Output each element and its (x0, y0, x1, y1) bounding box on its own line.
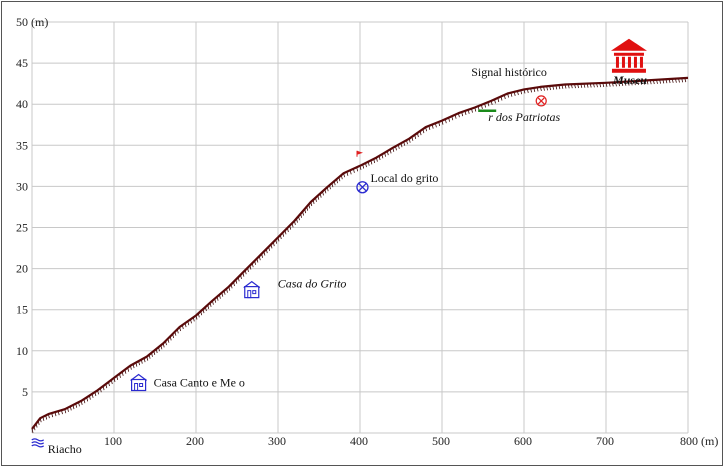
grid (31, 21, 689, 434)
cross (537, 97, 545, 105)
annotation-label: Local do grito (370, 171, 438, 185)
annotation-label: r dos Patriotas (488, 110, 560, 124)
y-tick-label: 45 (16, 56, 28, 70)
house-roof (130, 373, 147, 381)
x-tick-label: 800 (m) (680, 434, 718, 448)
house-roof (243, 280, 261, 289)
museum-column (633, 56, 637, 68)
house-body (131, 378, 147, 392)
annotation-label: Museu (612, 73, 647, 87)
y-tick-label: 40 (16, 97, 28, 111)
flag-icon (356, 150, 363, 157)
house-icon (243, 280, 261, 299)
circle (356, 181, 369, 194)
annotation-label: Signal histórico (471, 65, 547, 79)
house-icon (130, 373, 147, 392)
museum-icon (610, 38, 647, 73)
house-door (134, 383, 139, 392)
museum-column (621, 56, 625, 68)
y-tick-label: 5 (22, 385, 28, 399)
x-tick-label: 200 (186, 434, 204, 448)
water-wave (31, 438, 45, 442)
annotation-label: Casa Canto e Me o (154, 376, 245, 390)
water-wave (31, 444, 45, 448)
circle (535, 95, 547, 107)
terrain-hatching (31, 78, 687, 433)
museum-column (615, 56, 619, 68)
y-tick-label: 10 (16, 344, 28, 358)
museum-beam (613, 52, 644, 56)
annotation-label: Casa do Grito (278, 277, 347, 291)
house-window (252, 290, 257, 295)
museum-roof (610, 38, 647, 51)
y-tick-label: 50 (m) (16, 15, 48, 29)
water-icon (31, 438, 45, 448)
target-icon (535, 95, 547, 107)
y-tick-label: 35 (16, 138, 28, 152)
house-door (247, 290, 252, 299)
crossed-circle-icon (356, 181, 369, 194)
x-tick-label: 600 (514, 434, 532, 448)
museum-base (611, 68, 646, 73)
cross (358, 182, 367, 192)
axes: 100 200 300 400 500 600 700 800 (m) 5 10 15 20 25 30 3… (16, 15, 718, 448)
x-tick-label: 700 (596, 434, 614, 448)
flag-cloth (357, 150, 363, 155)
house-body (244, 286, 260, 299)
annotations-layer: Riacho Casa Canto e Me o Casa do Grito Loca… (31, 38, 647, 456)
x-tick-label: 400 (350, 434, 368, 448)
y-tick-label: 25 (16, 221, 28, 235)
house-window (139, 383, 144, 388)
series-layer (31, 76, 689, 433)
museum-column (639, 56, 643, 68)
museum-column (627, 56, 631, 68)
y-tick-label: 20 (16, 262, 28, 276)
water-wave (31, 441, 45, 445)
annotation-label: Riacho (48, 442, 82, 456)
x-tick-label: 300 (268, 434, 286, 448)
y-tick-label: 15 (16, 303, 28, 317)
y-tick-label: 30 (16, 179, 28, 193)
x-tick-label: 100 (104, 434, 122, 448)
x-tick-label: 500 (432, 434, 450, 448)
